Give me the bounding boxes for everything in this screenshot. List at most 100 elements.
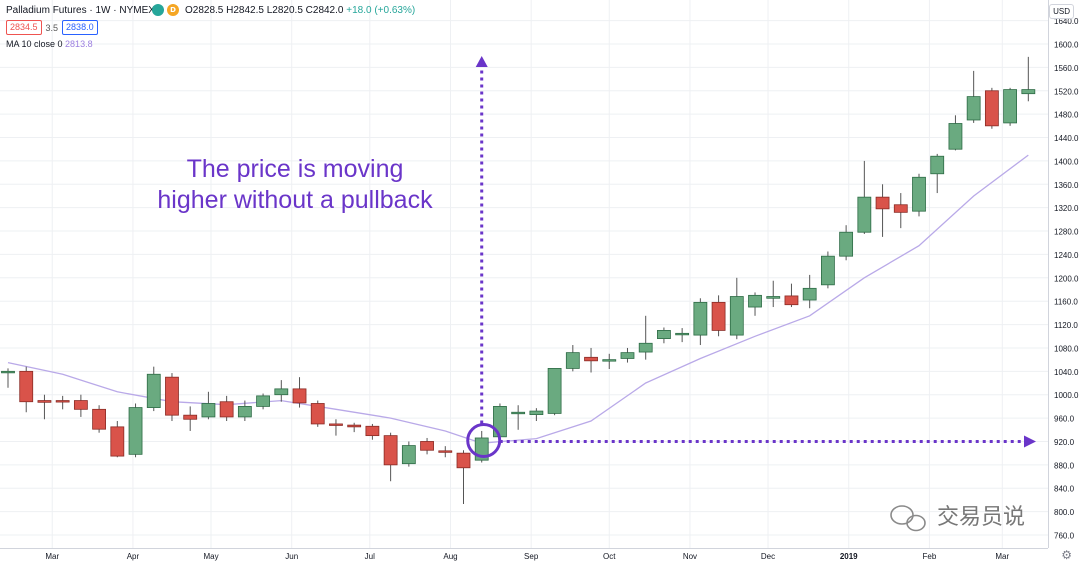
candle-up[interactable] [839,225,854,261]
candle-up[interactable] [274,380,289,402]
candle-up[interactable] [1021,56,1036,102]
candle-down[interactable] [984,87,999,129]
candle-body [529,410,544,415]
candle-up[interactable] [948,115,963,151]
candle-body [948,123,963,150]
time-tick-label: Apr [127,552,140,561]
candle-up[interactable] [547,368,562,416]
candles-layer [1,56,1036,505]
candle-down[interactable] [711,295,726,337]
candle-up[interactable] [128,403,143,458]
candle-down[interactable] [347,422,362,433]
candle-down[interactable] [73,394,88,417]
candle-up[interactable] [857,160,872,234]
candle-up[interactable] [146,366,161,412]
candle-up[interactable] [529,408,544,422]
candle-body [839,231,854,257]
candle-up[interactable] [657,327,671,344]
candle-up[interactable] [693,298,708,346]
ma-label: MA 10 close 0 [6,39,63,49]
candle-up[interactable] [729,277,744,340]
candle-body [711,301,726,331]
price-tick-label: 1480.0 [1054,111,1079,120]
candle-down[interactable] [329,419,343,436]
candle-body [383,435,398,466]
candle-up[interactable] [912,173,926,217]
candle-up[interactable] [602,353,617,369]
candle-body [92,408,106,430]
candle-down[interactable] [875,184,890,237]
candle-up[interactable] [966,70,981,123]
candle-up[interactable] [565,345,580,372]
symbol-title[interactable]: Palladium Futures · 1W · NYMEX [6,5,155,16]
time-tick-label: Oct [603,552,616,561]
candle-up[interactable] [802,274,817,309]
candle-up[interactable] [930,153,945,194]
price-tick-label: 1000.0 [1054,391,1079,400]
sell-price-box[interactable]: 2834.5 [6,20,42,35]
price-tick-label: 1200.0 [1054,274,1079,283]
price-tick-label: 880.0 [1054,461,1075,470]
candle-down[interactable] [365,423,380,440]
candle-down[interactable] [92,405,106,433]
watermark-text: 交易员说 [937,505,1025,530]
currency-button[interactable]: USD [1049,4,1074,19]
candle-body [984,90,999,127]
candle-up[interactable] [256,393,270,410]
candle-up[interactable] [766,280,781,308]
candle-body [237,406,252,418]
candle-down[interactable] [438,446,453,458]
candle-down[interactable] [292,377,307,408]
candle-body [1003,89,1017,124]
status-dot-icon [152,4,164,16]
candle-down[interactable] [55,395,70,410]
candle-down[interactable] [37,394,52,420]
price-tick-label: 920.0 [1054,438,1075,447]
candle-body [693,301,708,336]
price-axis-bg[interactable] [1048,0,1080,565]
candle-up[interactable] [237,400,252,422]
candle-up[interactable] [675,328,690,343]
candle-up[interactable] [401,441,416,467]
candle-down[interactable] [310,400,325,427]
candle-up[interactable] [638,315,653,360]
time-tick-label: Feb [923,552,937,561]
candle-up[interactable] [511,405,526,430]
ma-legend[interactable]: MA 10 close 0 2813.8 [6,39,93,49]
candle-up[interactable] [1,368,15,388]
arrow-right-icon [1024,435,1036,448]
candle-body [219,401,234,418]
price-tick-label: 1400.0 [1054,157,1079,166]
candle-up[interactable] [748,292,762,316]
gear-icon[interactable]: ⚙ [1061,548,1072,562]
candle-down[interactable] [584,347,598,373]
candle-down[interactable] [420,437,434,455]
candle-up[interactable] [821,251,835,289]
candle-up[interactable] [493,403,507,439]
price-tick-label: 1440.0 [1054,134,1079,143]
price-tick-label: 1520.0 [1054,87,1079,96]
candle-down[interactable] [165,373,179,422]
buy-price-box[interactable]: 2838.0 [62,20,98,35]
price-tick-label: 1280.0 [1054,228,1079,237]
candle-down[interactable] [383,432,398,482]
annotation-layer: The price is moving higher without a pull… [157,56,1036,458]
price-tick-label: 1320.0 [1054,204,1079,213]
candle-down[interactable] [893,193,908,229]
ohlc-readout: O2828.5 H2842.5 L2820.5 C2842.0 +18.0 (+… [185,5,415,16]
candle-down[interactable] [110,421,125,458]
price-tick-label: 1040.0 [1054,368,1079,377]
candle-down[interactable] [219,395,234,422]
candle-down[interactable] [183,406,198,431]
time-tick-label: May [203,552,218,561]
candle-up[interactable] [201,391,216,420]
candle-down[interactable] [19,366,34,413]
price-tick-label: 1600.0 [1054,41,1079,50]
time-tick-label: Jul [365,552,375,561]
candle-down[interactable] [456,450,471,505]
candle-up[interactable] [1003,87,1017,126]
candle-down[interactable] [784,283,799,308]
candle-up[interactable] [620,347,635,363]
